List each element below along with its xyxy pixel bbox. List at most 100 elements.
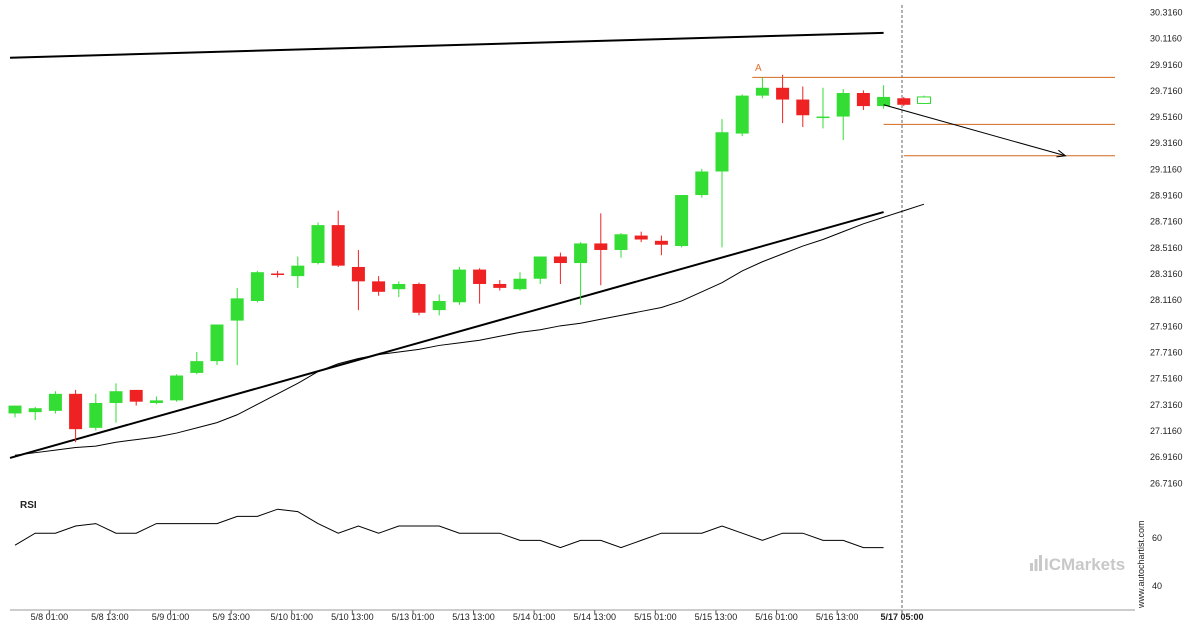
x-tick-label: 5/10 13:00 [331,612,374,622]
candle [715,119,729,248]
pattern-point-label: A [755,63,762,74]
rsi-tick-label: 40 [1152,581,1162,591]
candle [149,396,163,405]
candle [897,96,911,107]
candle-body [654,240,668,245]
channel-upper-line [9,31,884,59]
x-tick-label: 5/14 01:00 [513,612,556,622]
x-tick-label: 5/13 01:00 [392,612,435,622]
candle-body [412,283,426,313]
candles [8,74,931,443]
candle [230,287,244,366]
candle-body [553,256,567,264]
autochartist-watermark: www.autochartist.com [1133,520,1149,610]
x-tick-label: 5/14 13:00 [573,612,616,622]
y-tick-label: 28.7160 [1150,217,1183,227]
candle [473,268,487,304]
candle [533,256,547,284]
channel-lower-line [9,211,884,459]
candle-body [8,405,22,414]
candle [634,231,648,243]
candle-body [594,243,608,250]
forecast-arrow-head [1056,149,1067,158]
candle-body [574,243,588,264]
candle-body [493,283,507,288]
y-tick-label: 28.5160 [1150,243,1183,253]
candle-body [877,96,891,107]
ma-line [14,203,925,456]
candle-body [634,235,648,240]
candle-body [149,400,163,403]
candle [372,276,386,296]
logo-text: ICMarkets [1044,555,1125,574]
candle-body [250,272,264,301]
candle-body [28,408,42,413]
candle-body [897,98,911,105]
candle-body [735,95,749,134]
candle-body [473,269,487,284]
candle [331,210,345,267]
candle [28,406,42,420]
candle-body [129,389,143,402]
axes: 30.3160 30.1160 29.9160 29.7160 29.5160 29.31… [10,7,1183,622]
candle [109,383,123,423]
y-tick-label: 29.7160 [1150,86,1183,96]
candle [311,222,325,265]
x-tick-label: 5/16 01:00 [755,612,798,622]
candle [856,90,870,111]
x-tick-label: 5/8 01:00 [31,612,69,622]
y-tick-label: 29.9160 [1150,60,1183,70]
x-tick-label: 5/15 01:00 [634,612,677,622]
candle [8,405,22,418]
candle-body [675,195,689,247]
candle-body [372,281,386,292]
channel-lines [9,31,884,459]
y-tick-label: 29.3160 [1150,138,1183,148]
y-tick-label: 30.3160 [1150,7,1183,17]
candle [190,351,204,375]
candle-body [230,298,244,321]
candle [48,391,62,414]
candle [735,94,749,137]
candle [553,252,567,284]
candle [452,266,466,305]
rsi-title: RSI [20,500,37,511]
candle-body [715,132,729,172]
y-tick-label: 27.1160 [1150,426,1182,436]
y-tick-label: 28.1160 [1150,295,1182,305]
rsi-panel: RSI [14,500,884,549]
candle [351,249,365,311]
candle-body [351,266,365,282]
y-tick-label: 26.7160 [1150,478,1183,488]
candle [776,74,790,124]
candle-body [695,171,709,196]
candle-body [69,393,83,430]
candle [392,281,406,298]
candle [755,77,769,99]
candle-body [190,361,204,373]
y-tick-label: 27.9160 [1150,321,1183,331]
candle [412,282,426,316]
candle [836,89,850,141]
candle-body [614,234,628,250]
candle-body [533,256,547,279]
y-tick-label: 27.7160 [1150,348,1183,358]
candle-body [170,375,184,401]
y-tick-label: 29.1160 [1150,164,1182,174]
y-tick-label: 28.9160 [1150,191,1183,201]
candle [291,256,305,288]
candle [675,195,689,248]
candle [654,235,668,256]
target-levels [752,76,1115,158]
candle-body [816,116,830,119]
candle [574,242,588,305]
candle [513,272,527,291]
moving-average [14,203,925,456]
bar-chart-icon [1030,555,1042,571]
y-tick-label: 28.3160 [1150,269,1183,279]
candle-body [836,93,850,117]
y-tick-label: 27.3160 [1150,400,1183,410]
candle-body [89,402,103,428]
overlays: A [755,63,762,74]
